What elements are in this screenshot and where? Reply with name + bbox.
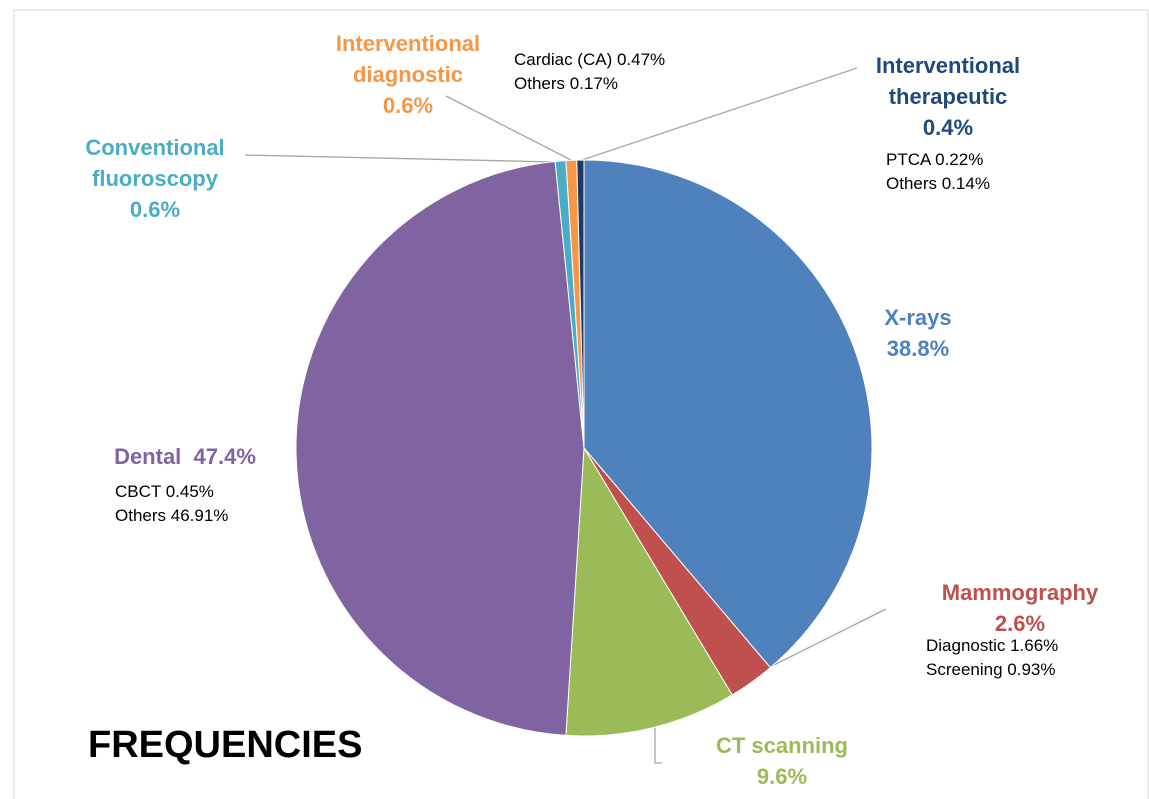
pie-slice — [295, 160, 585, 736]
detail-label: Others 0.17% — [514, 74, 618, 93]
data-label: Mammography 2.6% — [910, 577, 1130, 639]
category-label: X-rays — [884, 305, 952, 330]
value-label: 47.4% — [193, 444, 256, 469]
data-label: X-rays 38.8% — [838, 302, 998, 364]
pie-slice — [583, 159, 873, 669]
detail-label: Screening 0.93% — [926, 660, 1056, 679]
detail-label: CBCT 0.45% — [115, 482, 214, 501]
category-label: CT scanning — [715, 733, 848, 758]
detail-label: Others 0.14% — [886, 174, 990, 193]
value-label: 0.6% — [382, 93, 434, 118]
value-label: 0.6% — [129, 197, 181, 222]
data-label: Dental 47.4% — [55, 441, 315, 472]
category-label: Conventional fluoroscopy — [85, 135, 225, 191]
category-label: Dental — [114, 444, 182, 469]
leader-line — [654, 717, 662, 764]
category-label: Interventional diagnostic — [335, 31, 481, 87]
detail-label: Diagnostic 1.66% — [926, 636, 1059, 655]
leader-line — [445, 95, 572, 161]
pie-slice — [565, 446, 733, 737]
data-label: CT scanning 9.6% — [682, 730, 882, 792]
value-label: 38.8% — [886, 336, 950, 361]
detail-label: Cardiac (CA) 0.47% — [514, 50, 666, 69]
leader-line — [244, 154, 556, 163]
slices — [295, 159, 873, 737]
category-label: Interventional therapeutic — [875, 53, 1021, 109]
detail-label: PTCA 0.22% — [886, 150, 984, 169]
leader-lines — [244, 67, 887, 764]
category-label: Mammography — [941, 580, 1099, 605]
value-label: 9.6% — [756, 764, 808, 789]
data-label: Interventional therapeutic 0.4% — [853, 50, 1043, 143]
frame — [13, 9, 1149, 799]
leader-line — [581, 67, 858, 161]
value-label: 0.4% — [922, 115, 974, 140]
chart-title: FREQUENCIES — [88, 724, 363, 766]
pie-slice — [576, 159, 585, 449]
detail-label: Others 46.91% — [115, 506, 229, 525]
data-label: Conventional fluoroscopy 0.6% — [65, 132, 245, 225]
data-label: Interventional diagnostic 0.6% — [313, 28, 503, 121]
leader-line — [759, 608, 887, 673]
value-label: 2.6% — [994, 611, 1046, 636]
